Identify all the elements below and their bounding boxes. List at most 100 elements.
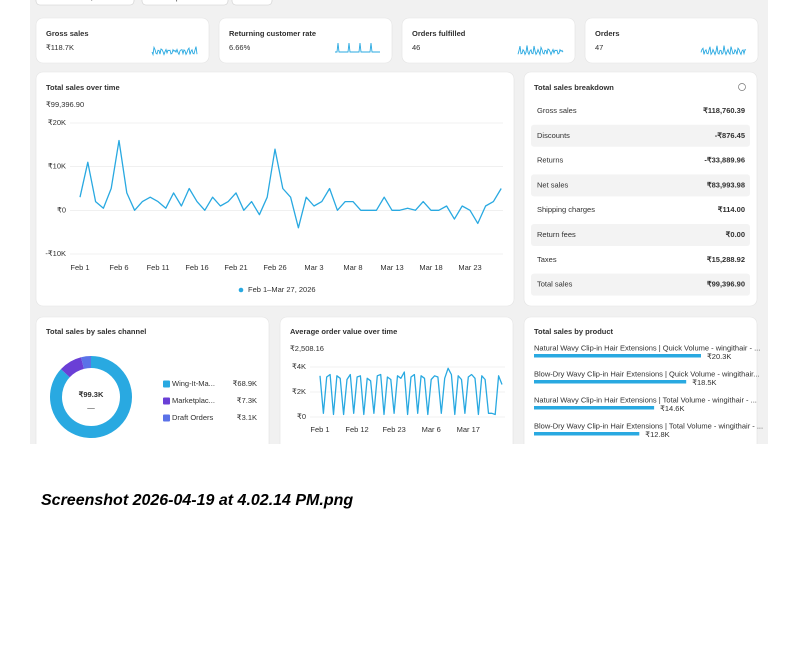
card-title: Total sales by sales channel [46,327,146,336]
bar [534,354,701,358]
legend-label: Marketplac... [172,396,215,405]
breakdown-label[interactable]: Taxes [537,255,557,264]
x-tick-label: Mar 23 [458,263,481,272]
toolbar-chip[interactable] [231,0,273,6]
breakdown-value: -₹33,889.96 [704,156,745,165]
x-tick-label: Feb 23 [382,425,405,434]
product-label: Natural Wavy Clip-in Hair Extensions | Q… [534,343,760,352]
y-tick-label: -₹10K [45,249,66,258]
breakdown-value: ₹118,760.39 [703,106,745,115]
kpi-label: Returning customer rate [229,29,316,38]
legend-value: ₹7.3K [237,396,257,405]
kpi-label: Orders fulfilled [412,29,466,38]
donut-center-label: ₹99.3K [79,390,104,399]
breakdown-value: ₹83,993.98 [707,180,745,189]
breakdown-label[interactable]: Returns [537,156,564,165]
product-label: Blow-Dry Wavy Clip-in Hair Extensions | … [534,369,760,378]
kpi-value: 6.66% [229,43,251,52]
kpi-label: Gross sales [46,29,89,38]
breakdown-label[interactable]: Gross sales [537,106,577,115]
card-total: ₹2,508.16 [290,344,324,353]
x-tick-label: Feb 6 [109,263,128,272]
legend-label: Feb 1–Mar 27, 2026 [248,285,316,294]
product-label: Blow-Dry Wavy Clip-in Hair Extensions | … [534,421,763,430]
kpi-value: 46 [412,43,420,52]
row-bg [531,224,750,246]
kpi-value: 47 [595,43,603,52]
toolbar-chip-label: Feb 1–Mar 27, 2026 [44,0,112,2]
x-tick-label: Feb 12 [345,425,368,434]
x-tick-label: Mar 17 [457,425,480,434]
x-tick-label: Feb 1 [70,263,89,272]
bar [534,380,687,384]
y-tick-label: ₹20K [48,118,66,127]
bar-value-label: ₹20.3K [707,352,731,361]
card [35,316,270,444]
sparkline [151,45,198,57]
card-title: Total sales over time [46,83,120,92]
info-icon[interactable] [738,83,746,91]
product-label: Natural Wavy Clip-in Hair Extensions | T… [534,395,757,404]
breakdown-label[interactable]: Total sales [537,280,573,289]
legend-swatch [163,380,170,388]
x-tick-label: Feb 16 [185,263,208,272]
bar [534,432,640,436]
donut-center-sublabel: — [87,403,95,412]
sparkline [517,45,564,57]
legend-value: ₹68.9K [233,379,257,388]
toolbar-chip[interactable] [35,0,135,6]
y-tick-label: ₹0 [57,205,66,214]
legend-label: Draft Orders [172,413,214,422]
donut-slice [50,356,132,438]
sparkline [700,45,747,56]
breakdown-label[interactable]: Discounts [537,131,570,140]
sparkline [335,42,380,53]
card [35,17,210,64]
bar-value-label: ₹14.6K [660,404,684,413]
breakdown-value: ₹99,396.90 [707,280,745,289]
breakdown-value: ₹0.00 [726,230,745,239]
x-tick-label: Mar 18 [419,263,442,272]
toolbar-chip[interactable] [141,0,229,6]
card-title: Total sales by product [534,327,614,336]
x-tick-label: Feb 26 [263,263,286,272]
row-bg [531,174,750,197]
x-tick-label: Mar 6 [422,425,441,434]
kpi-label: Orders [595,29,620,38]
bar-value-label: ₹18.5K [692,378,716,387]
card-total: ₹99,396.90 [46,100,84,109]
breakdown-value: ₹15,288.92 [707,255,745,264]
x-tick-label: Mar 3 [304,263,323,272]
breakdown-label[interactable]: Return fees [537,230,576,239]
card-title: Average order value over time [290,327,397,336]
card [401,17,576,64]
card [218,17,393,64]
bar-value-label: ₹12.8K [645,430,669,439]
donut-slice [60,357,85,378]
legend-value: ₹3.1K [237,413,257,422]
x-tick-label: Feb 1 [310,425,329,434]
y-tick-label: ₹4K [292,362,306,371]
x-tick-label: Feb 21 [224,263,247,272]
legend-dot [238,287,244,293]
toolbar-chip-label: INR ₹ [240,0,260,2]
legend-swatch [163,397,170,405]
legend-label: Wing-It-Ma... [172,379,215,388]
series-line [319,367,503,416]
card [35,71,515,307]
row-bg [531,124,750,147]
y-tick-label: ₹10K [48,162,66,171]
y-tick-label: ₹2K [292,387,306,396]
breakdown-label[interactable]: Net sales [537,180,569,189]
series-line [79,139,502,229]
breakdown-value: -₹876.45 [715,131,745,140]
bar [534,406,655,410]
dashboard: Feb 1–Mar 27, 2026 No comparison INR ₹ Gros… [30,0,768,444]
breakdown-value: ₹114.00 [718,205,745,214]
x-tick-label: Mar 13 [380,263,403,272]
y-tick-label: ₹0 [297,412,306,421]
x-tick-label: Feb 11 [147,263,170,272]
breakdown-label[interactable]: Shipping charges [537,205,595,214]
card [584,17,759,64]
